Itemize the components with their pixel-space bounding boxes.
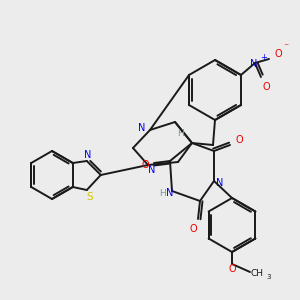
Text: O: O: [228, 264, 236, 274]
Text: N: N: [166, 188, 174, 198]
Text: +: +: [260, 53, 267, 62]
Text: O: O: [189, 224, 197, 234]
Text: N: N: [138, 123, 146, 133]
Text: O: O: [141, 160, 149, 170]
Text: N: N: [148, 165, 156, 175]
Text: CH: CH: [250, 269, 263, 278]
Text: N: N: [216, 178, 224, 188]
Text: H: H: [177, 128, 183, 137]
Text: N: N: [250, 59, 258, 69]
Text: S: S: [86, 192, 93, 202]
Text: N: N: [84, 150, 92, 160]
Text: O: O: [235, 135, 243, 145]
Text: H: H: [159, 188, 165, 197]
Text: O: O: [262, 82, 270, 92]
Text: 3: 3: [266, 274, 271, 280]
Text: O: O: [274, 49, 282, 59]
Text: ⁻: ⁻: [284, 42, 289, 52]
